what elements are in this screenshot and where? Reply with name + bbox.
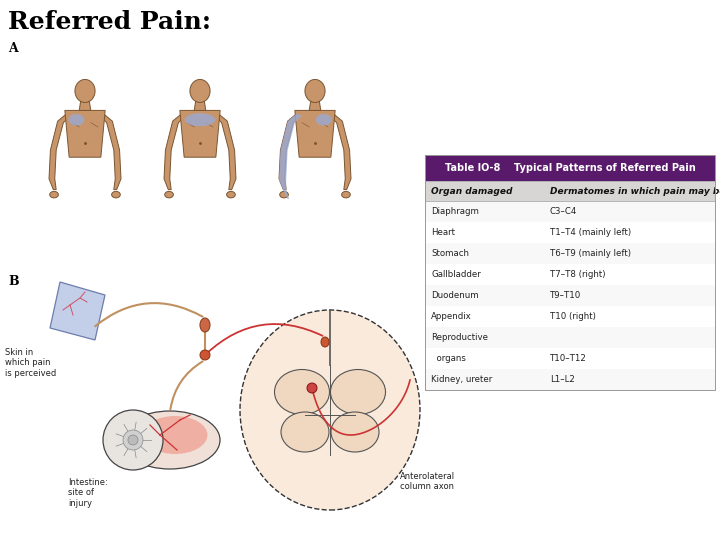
Ellipse shape: [190, 79, 210, 103]
Text: Skin in
which pain
is perceived: Skin in which pain is perceived: [5, 348, 56, 378]
Text: T1–T4 (mainly left): T1–T4 (mainly left): [550, 228, 631, 237]
Ellipse shape: [200, 318, 210, 332]
Text: Reproductive: Reproductive: [431, 333, 488, 342]
Text: organs: organs: [431, 354, 466, 363]
Ellipse shape: [143, 416, 207, 454]
Text: L1–L2: L1–L2: [550, 375, 575, 384]
Text: Table IO-8    Typical Patterns of Referred Pain: Table IO-8 Typical Patterns of Referred …: [445, 163, 696, 173]
Ellipse shape: [274, 369, 330, 415]
Text: A: A: [8, 42, 18, 55]
Polygon shape: [279, 114, 302, 199]
FancyBboxPatch shape: [425, 201, 715, 222]
Ellipse shape: [165, 191, 174, 198]
Ellipse shape: [280, 191, 288, 198]
FancyBboxPatch shape: [425, 285, 715, 306]
Ellipse shape: [227, 191, 235, 198]
Ellipse shape: [281, 412, 329, 452]
Polygon shape: [279, 114, 301, 190]
Ellipse shape: [75, 79, 95, 103]
Circle shape: [307, 383, 317, 393]
Text: T6–T9 (mainly left): T6–T9 (mainly left): [550, 249, 631, 258]
FancyBboxPatch shape: [425, 348, 715, 369]
Ellipse shape: [240, 310, 420, 510]
Circle shape: [200, 350, 210, 360]
Polygon shape: [50, 282, 105, 340]
Text: T7–T8 (right): T7–T8 (right): [550, 270, 606, 279]
Ellipse shape: [315, 114, 331, 125]
Polygon shape: [180, 110, 220, 157]
Text: Dermatomes in which pain may be felt: Dermatomes in which pain may be felt: [550, 186, 720, 195]
Text: Diaphragm: Diaphragm: [431, 207, 479, 216]
Ellipse shape: [68, 114, 84, 125]
Ellipse shape: [120, 411, 220, 469]
FancyBboxPatch shape: [425, 264, 715, 285]
Text: Appendix: Appendix: [431, 312, 472, 321]
FancyBboxPatch shape: [425, 155, 715, 181]
FancyBboxPatch shape: [425, 222, 715, 243]
Text: Organ damaged: Organ damaged: [431, 186, 513, 195]
Ellipse shape: [50, 191, 58, 198]
Circle shape: [123, 430, 143, 450]
Text: Duodenum: Duodenum: [431, 291, 479, 300]
Ellipse shape: [112, 191, 120, 198]
Ellipse shape: [305, 79, 325, 103]
Ellipse shape: [321, 337, 329, 347]
Text: Stomach: Stomach: [431, 249, 469, 258]
FancyBboxPatch shape: [425, 181, 715, 201]
FancyBboxPatch shape: [425, 369, 715, 390]
Polygon shape: [99, 114, 121, 190]
Text: T10 (right): T10 (right): [550, 312, 596, 321]
Text: T10–T12: T10–T12: [550, 354, 587, 363]
Ellipse shape: [341, 191, 350, 198]
Text: B: B: [8, 275, 19, 288]
Polygon shape: [329, 114, 351, 190]
Polygon shape: [310, 101, 321, 110]
Text: Kidney, ureter: Kidney, ureter: [431, 375, 492, 384]
Polygon shape: [164, 114, 186, 190]
Polygon shape: [295, 110, 336, 157]
Text: T9–T10: T9–T10: [550, 291, 581, 300]
Polygon shape: [79, 101, 91, 110]
Text: Referred Pain:: Referred Pain:: [8, 10, 211, 34]
FancyBboxPatch shape: [425, 306, 715, 327]
Circle shape: [103, 410, 163, 470]
Text: Gallbladder: Gallbladder: [431, 270, 481, 279]
Ellipse shape: [185, 113, 215, 126]
Text: Intestine:
site of
injury: Intestine: site of injury: [68, 478, 108, 508]
Text: Anterolateral
column axon: Anterolateral column axon: [400, 472, 455, 491]
Text: C3–C4: C3–C4: [550, 207, 577, 216]
FancyBboxPatch shape: [425, 243, 715, 264]
Ellipse shape: [330, 369, 385, 415]
Circle shape: [128, 435, 138, 445]
Text: Heart: Heart: [431, 228, 455, 237]
Ellipse shape: [331, 412, 379, 452]
Polygon shape: [194, 101, 206, 110]
Polygon shape: [49, 114, 71, 190]
Polygon shape: [215, 114, 236, 190]
Polygon shape: [65, 110, 105, 157]
FancyBboxPatch shape: [425, 327, 715, 348]
